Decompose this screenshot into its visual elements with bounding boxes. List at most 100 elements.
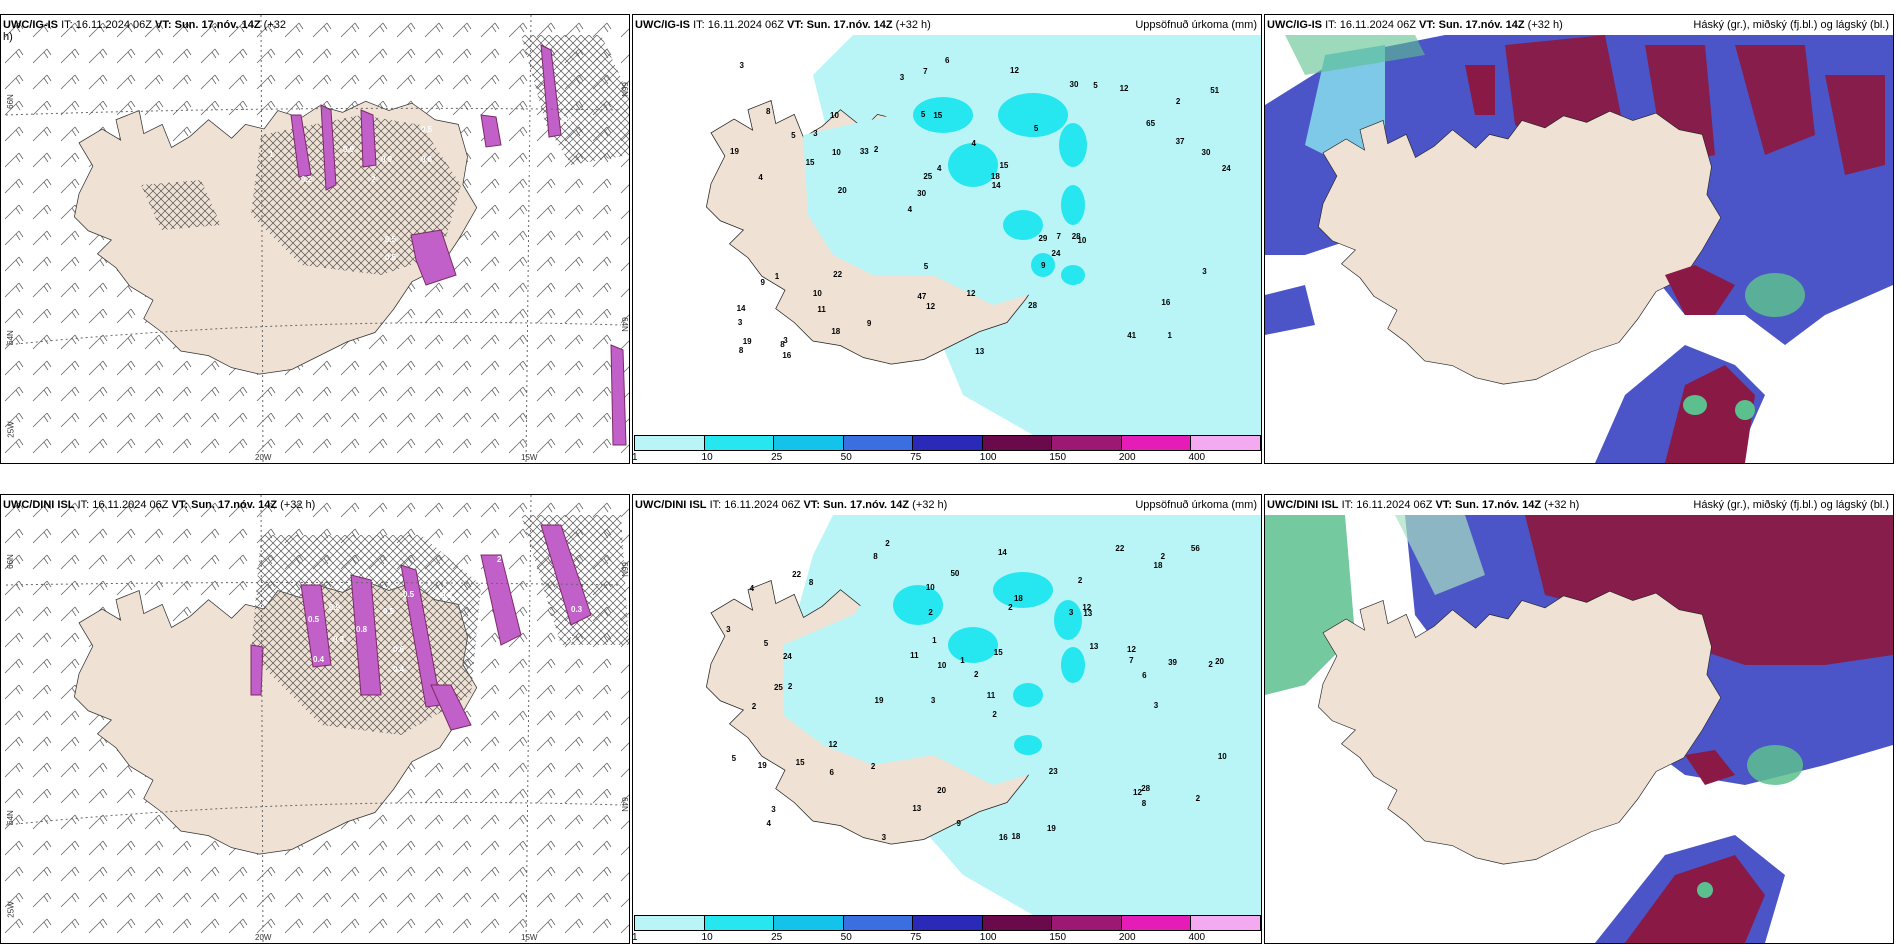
precip-value: 13 (1083, 609, 1093, 619)
precip-value: 41 (1127, 330, 1137, 340)
colorbar: 1 10 25 50 75 100 150 200 400 (632, 915, 1261, 943)
precip-value: 7 (923, 67, 928, 77)
map-canvas (1265, 495, 1893, 943)
precip-value: 12 (828, 739, 838, 749)
colorbar-swatch (773, 915, 844, 931)
precip-value: 5 (1093, 80, 1098, 90)
precip-value: 3 (930, 696, 936, 706)
panel-top-right-cloud-map: UWC/IG-IS IT: 16.11.2024 06Z VT: Sun. 17… (1264, 14, 1894, 464)
precip-value: 2 (885, 538, 890, 548)
precip-value: 1 (774, 271, 780, 281)
precip-value: 19 (1046, 823, 1056, 833)
lat-label-left-66n: 66N (5, 94, 15, 109)
lon-label-25w: 25W (6, 421, 16, 438)
precip-value: 20 (1215, 657, 1224, 667)
colorbar-tick-label: 25 (771, 452, 783, 463)
precip-value: 8 (766, 107, 771, 117)
init-time: IT: 16.11.2024 06Z (693, 19, 784, 31)
precip-value: 10 (1077, 235, 1087, 245)
precip-value: 20 (837, 186, 847, 196)
precip-value: 19 (742, 337, 752, 347)
colorbar-tick-label: 25 (771, 932, 783, 943)
panel-bottom-middle-precip-map: UWC/DINI ISL IT: 16.11.2024 06Z VT: Sun.… (632, 494, 1262, 944)
value-label: 1 (269, 150, 274, 159)
colorbar-swatch (703, 915, 775, 931)
lat-label-right-64n: 64N (619, 317, 629, 332)
lead-time: (+32 h) (895, 19, 931, 31)
precip-value: 16 (1161, 298, 1171, 308)
colorbar-swatch (912, 915, 983, 931)
field-label: Uppsöfnuð úrkoma (mm) (1135, 19, 1257, 31)
value-label: 2 (371, 175, 376, 184)
precip-value: 10 (812, 289, 822, 299)
precip-value: 24 (782, 652, 792, 662)
precip-value: 4 (749, 584, 755, 594)
panel-title: UWC/DINI ISL IT: 16.11.2024 06Z VT: Sun.… (1267, 499, 1579, 511)
colorbar-tick-label: 10 (701, 452, 713, 463)
colorbar-tick-label: 75 (910, 932, 922, 943)
colorbar-tick-label: 100 (979, 452, 997, 463)
precip-value: 28 (1071, 232, 1081, 242)
lead-time: (+32 h) (280, 499, 316, 511)
model-name: UWC/IG-IS (635, 19, 690, 31)
panel-title: UWC/IG-IS IT: 16.11.2024 06Z VT: Sun. 17… (3, 19, 286, 43)
precip-value: 8 (738, 346, 744, 356)
colorbar-tick-label: 50 (840, 932, 852, 943)
colorbar-swatch (842, 435, 914, 451)
lon-label-15w: 15W (521, 453, 538, 462)
precip-value: 1 (960, 655, 965, 665)
precip-value: 12 (1082, 602, 1092, 612)
precip-value: 6 (945, 55, 950, 65)
precip-value: 14 (991, 180, 1001, 190)
precip-value: 3 (813, 128, 818, 138)
colorbar-swatch (1120, 435, 1192, 451)
map-canvas (633, 495, 1261, 943)
precip-value: 8 (808, 577, 814, 587)
precip-value: 3 (1202, 266, 1207, 276)
value-label: 0.2 (301, 175, 313, 184)
colorbar-tick-label: 400 (1188, 452, 1206, 463)
precip-value: 9 (760, 277, 765, 287)
colorbar-tick-label: 150 (1049, 932, 1067, 943)
field-label: Uppsöfnuð úrkoma (mm) (1135, 499, 1257, 511)
colorbar-tick-label: 1 (632, 932, 638, 943)
precip-value: 15 (805, 158, 815, 168)
precip-value: 11 (910, 651, 919, 661)
precip-value: 13 (975, 347, 985, 357)
precip-value: 9 (956, 819, 961, 829)
value-label: 0.6 (459, 265, 471, 274)
precip-value: 12 (1133, 788, 1142, 798)
lat-label-right-66n: 66N (619, 82, 629, 97)
precip-value: 19 (730, 146, 739, 156)
panel-top-left-wind-map: UWC/IG-IS IT: 16.11.2024 06Z VT: Sun. 17… (0, 14, 630, 464)
model-name: UWC/DINI ISL (635, 499, 707, 511)
valid-time: VT: Sun. 17.nóv. 14Z (787, 19, 893, 31)
precip-value: 12 (926, 301, 936, 311)
precip-value: 1 (932, 636, 937, 646)
lon-label-20w: 20W (255, 453, 272, 462)
precip-value: 15 (795, 757, 805, 767)
value-label: 0.9 (561, 115, 573, 124)
precip-value: 30 (917, 188, 927, 198)
precip-value: 10 (830, 111, 839, 120)
colorbar-tick-label: 200 (1118, 452, 1136, 463)
lead-time: (+32 h) (912, 499, 948, 511)
precip-value: 7 (1056, 231, 1061, 241)
precip-value: 28 (1028, 300, 1038, 310)
precip-value: 19 (757, 760, 767, 770)
lon-label-25w: 25W (6, 901, 16, 918)
precip-value: 8 (873, 551, 878, 561)
colorbar-swatch (634, 915, 705, 931)
colorbar-tick-label: 75 (910, 452, 922, 463)
precip-value: 3 (726, 624, 731, 634)
precip-value: 20 (937, 785, 947, 795)
value-label: 0.3 (333, 635, 345, 644)
precip-value: 3 (737, 317, 743, 327)
precip-value: 18 (831, 326, 841, 336)
value-label: 0.8 (519, 135, 531, 144)
colorbar-tick-label: 400 (1188, 932, 1206, 943)
precip-value: 37 (1175, 137, 1185, 147)
map-canvas (1265, 15, 1893, 463)
precip-value: 18 (1013, 593, 1023, 603)
map-canvas (1, 495, 629, 943)
